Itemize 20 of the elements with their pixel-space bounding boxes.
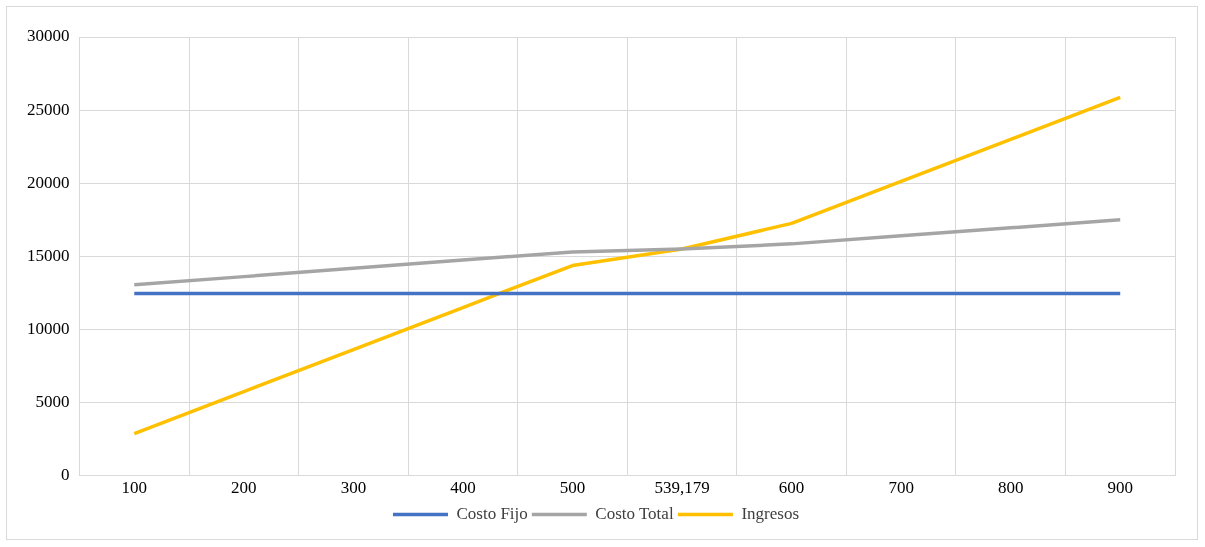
x-tick-label: 539,179 [654, 478, 710, 498]
y-tick-label: 20000 [27, 172, 70, 192]
legend-label: Costo Total [595, 503, 674, 523]
x-tick-label: 100 [121, 478, 148, 498]
y-tick-label: 5000 [35, 391, 70, 411]
legend-label: Costo Fijo [456, 503, 528, 523]
y-tick-label: 10000 [27, 318, 70, 338]
x-tick-label: 300 [340, 478, 367, 498]
y-tick-label: 15000 [27, 245, 70, 265]
y-tick-label: 30000 [27, 26, 70, 46]
x-tick-label: 800 [997, 478, 1024, 498]
y-tick-label: 25000 [27, 99, 70, 119]
x-tick-label: 200 [231, 478, 257, 498]
x-tick-label: 600 [778, 478, 805, 498]
legend-label: Ingresos [741, 503, 800, 523]
y-tick-label: 0 [61, 465, 70, 485]
x-tick-label: 400 [450, 478, 476, 498]
x-tick-label: 700 [888, 478, 914, 498]
x-tick-label: 500 [559, 478, 586, 498]
x-tick-label: 900 [1107, 478, 1133, 498]
